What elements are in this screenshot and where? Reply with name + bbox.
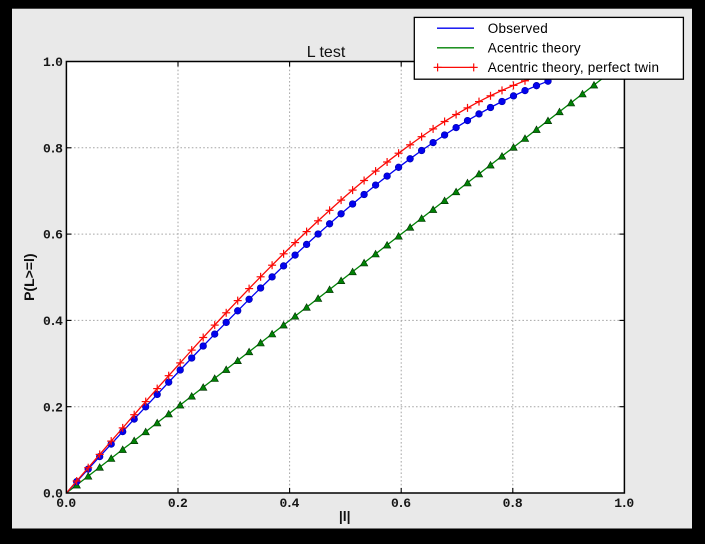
svg-text:P(L>=l): P(L>=l)	[21, 253, 37, 300]
svg-text:Acentric theory: Acentric theory	[488, 41, 581, 56]
svg-text:0.4: 0.4	[279, 496, 299, 511]
svg-text:Acentric theory, perfect twin: Acentric theory, perfect twin	[488, 60, 659, 75]
svg-text:Observed: Observed	[488, 21, 548, 36]
svg-text:|l|: |l|	[339, 508, 351, 524]
svg-text:1.0: 1.0	[614, 496, 634, 511]
svg-text:1.0: 1.0	[43, 55, 63, 70]
svg-text:0.0: 0.0	[43, 487, 63, 502]
svg-text:0.6: 0.6	[391, 496, 411, 511]
svg-text:0.2: 0.2	[43, 400, 63, 415]
svg-text:0.0: 0.0	[56, 496, 76, 511]
svg-text:L test: L test	[307, 44, 346, 61]
svg-text:0.4: 0.4	[43, 314, 63, 329]
svg-text:0.2: 0.2	[168, 496, 188, 511]
svg-text:0.8: 0.8	[503, 496, 523, 511]
svg-text:0.6: 0.6	[43, 228, 63, 243]
svg-text:0.8: 0.8	[43, 141, 63, 156]
